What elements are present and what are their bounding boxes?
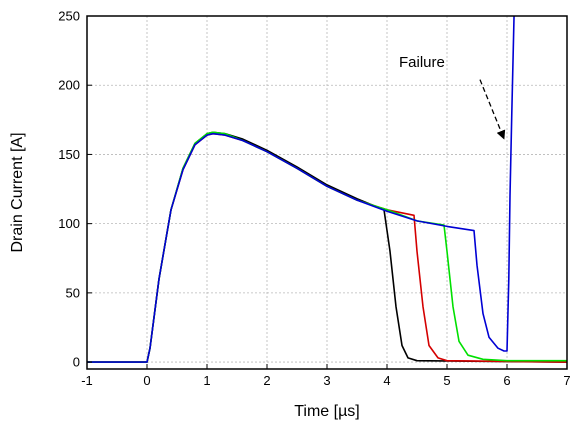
failure-arrow: [479, 79, 506, 140]
y-tick-label: 0: [73, 355, 80, 370]
x-tick-label: 7: [563, 373, 570, 388]
x-tick-label: 5: [443, 373, 450, 388]
x-tick-label: 1: [203, 373, 210, 388]
series-line-4: [87, 16, 515, 363]
x-tick-label: 0: [143, 373, 150, 388]
x-tick-label: 3: [323, 373, 330, 388]
x-axis-title: Time [µs]: [294, 403, 360, 420]
y-tick-label: 100: [58, 216, 80, 231]
y-tick-label: 200: [58, 78, 80, 93]
y-axis-title: Drain Current [A]: [9, 132, 26, 252]
x-tick-label: -1: [81, 373, 93, 388]
x-tick-label: 2: [263, 373, 270, 388]
y-tick-label: 50: [66, 285, 80, 300]
x-tick-label: 4: [383, 373, 390, 388]
series-lines: [87, 16, 567, 363]
y-tick-label: 250: [58, 9, 80, 24]
failure-annotation: Failure: [399, 54, 445, 71]
y-tick-label: 150: [58, 147, 80, 162]
annotations: Failure: [399, 54, 506, 140]
x-tick-label: 6: [503, 373, 510, 388]
